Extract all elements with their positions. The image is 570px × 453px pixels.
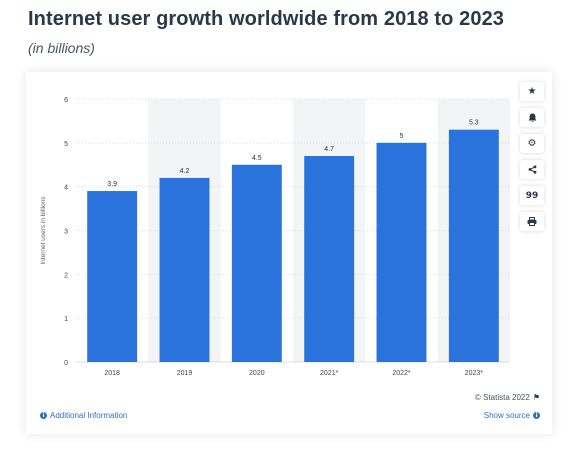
data-label: 4.5 xyxy=(252,155,262,162)
copyright-text: © Statista 2022 xyxy=(475,393,530,402)
copyright-label: © Statista 2022 ⚑ xyxy=(475,393,540,402)
x-tick-label: 2022* xyxy=(392,370,411,377)
share-shape xyxy=(528,165,536,174)
bar xyxy=(448,129,499,362)
y-tick-label: 1 xyxy=(64,316,68,323)
additional-information-link[interactable]: i Additional Information xyxy=(40,411,127,420)
x-tick-label: 2018 xyxy=(104,370,120,377)
show-source-label: Show source xyxy=(483,411,530,420)
x-tick-label: 2019 xyxy=(177,370,193,377)
gear-icon[interactable]: ⚙ xyxy=(520,134,544,153)
side-toolbar: ★ ⚙ 99 xyxy=(520,82,544,231)
y-tick-label: 3 xyxy=(64,229,68,236)
y-tick-label: 4 xyxy=(64,185,68,192)
show-source-link[interactable]: Show source i xyxy=(484,411,540,420)
data-label: 5.3 xyxy=(469,120,479,127)
star-icon[interactable]: ★ xyxy=(520,82,544,101)
info-icon: i xyxy=(40,412,47,419)
chart-card: 0 1 2 3 4 5 6 Internet users in billions 3.9 2018… xyxy=(26,72,552,434)
bar-chart: 0 1 2 3 4 5 6 Internet users in billions 3.9 2018… xyxy=(40,97,510,377)
chart-subtitle: (in billions) xyxy=(28,40,95,56)
data-label: 4.7 xyxy=(324,146,334,153)
bell-shape xyxy=(528,113,536,122)
print-shape xyxy=(527,217,537,226)
bar xyxy=(159,177,210,362)
quote-icon[interactable]: 99 xyxy=(520,186,544,205)
info-icon: i xyxy=(533,412,540,419)
x-tick-label: 2021* xyxy=(320,370,339,377)
bar xyxy=(87,191,138,362)
bar xyxy=(304,155,355,362)
chart-title: Internet user growth worldwide from 2018… xyxy=(28,8,505,30)
y-axis-label: Internet users in billions xyxy=(40,196,47,265)
print-icon[interactable] xyxy=(520,212,544,231)
bell-icon[interactable] xyxy=(520,108,544,127)
y-tick-label: 0 xyxy=(64,360,68,367)
y-tick-label: 6 xyxy=(64,97,68,104)
flag-icon: ⚑ xyxy=(532,393,540,402)
data-label: 4.2 xyxy=(180,168,190,175)
x-tick-label: 2023* xyxy=(465,370,484,377)
y-tick-label: 2 xyxy=(64,272,68,279)
additional-information-label: Additional Information xyxy=(50,411,128,420)
data-label: 3.9 xyxy=(107,181,117,188)
data-label: 5 xyxy=(400,133,404,140)
x-tick-label: 2020 xyxy=(249,370,265,377)
y-tick-label: 5 xyxy=(64,141,68,148)
bar xyxy=(231,164,282,362)
bar xyxy=(376,142,427,362)
share-icon[interactable] xyxy=(520,160,544,179)
